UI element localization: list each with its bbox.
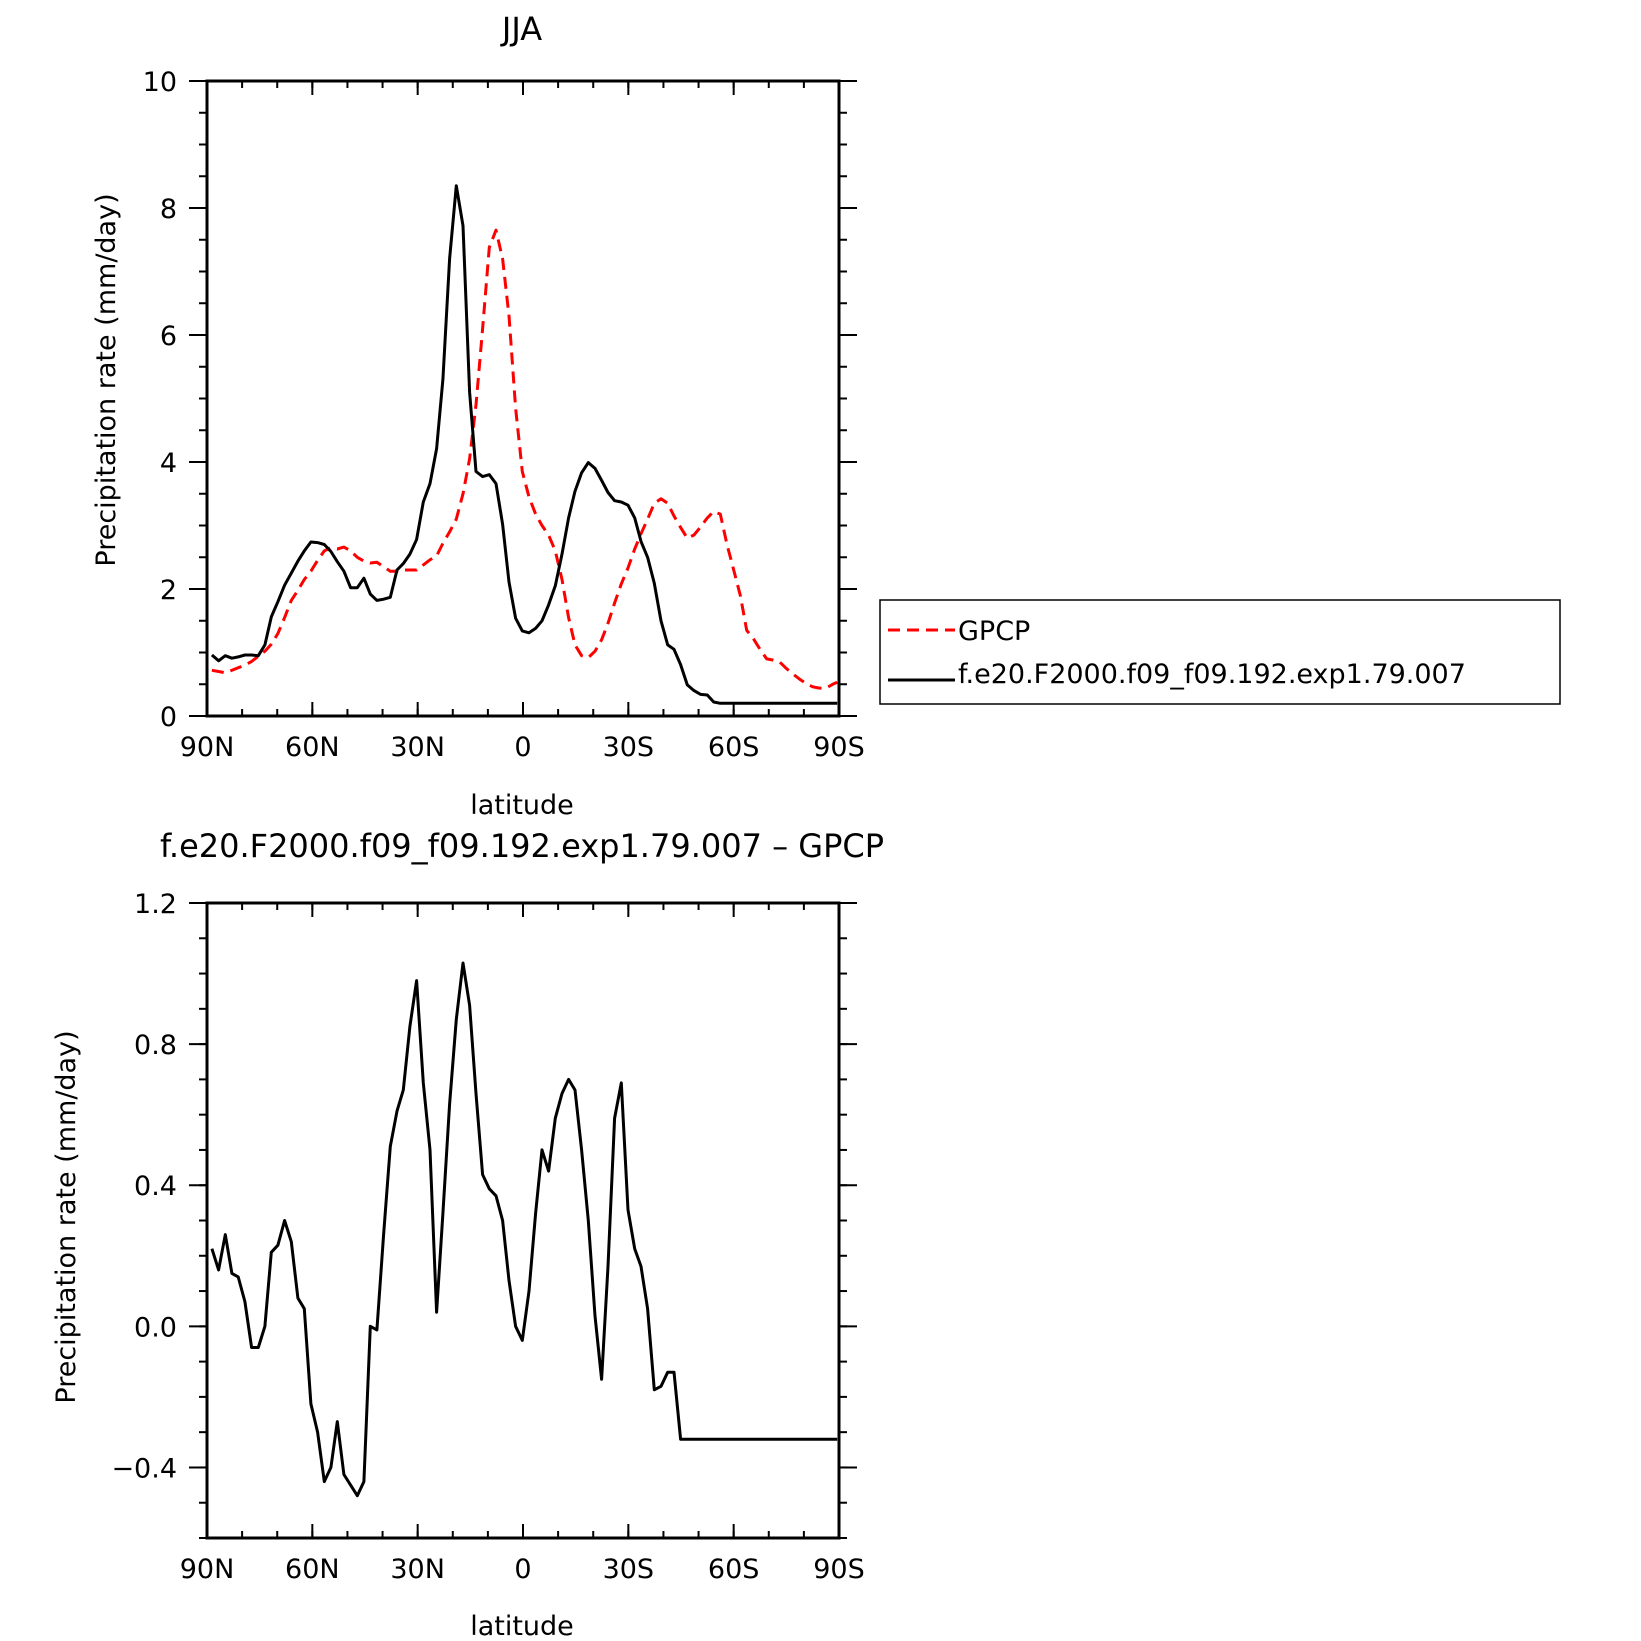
top-y-tick-label: 2 — [160, 575, 177, 606]
bottom-x-tick-label: 60S — [708, 1554, 760, 1585]
top-panel-ticks — [189, 80, 857, 717]
top-x-tick-label: 30S — [603, 732, 655, 763]
bottom-panel-tick-labels: 90N 60N 30N 0 30S 60S 90S −0.4 0.0 0.4 0.8 1.2 — [111, 889, 864, 1585]
bottom-x-tick-label: 90S — [813, 1554, 865, 1585]
bottom-x-tick-label: 60N — [285, 1554, 340, 1585]
bottom-panel-xlabel: latitude — [470, 1611, 574, 1641]
top-panel-title: JJA — [500, 10, 542, 48]
bottom-y-tick-label: 0.8 — [134, 1030, 177, 1061]
top-panel: JJA Precipitation rate (mm/day) latitude… — [91, 10, 865, 821]
bottom-y-tick-label: 1.2 — [134, 889, 177, 920]
top-y-tick-label: 6 — [160, 321, 177, 352]
legend: GPCP f.e20.F2000.f09_f09.192.exp1.79.007 — [879, 599, 1561, 705]
bottom-panel-ylabel: Precipitation rate (mm/day) — [51, 1030, 82, 1403]
bottom-panel: f.e20.F2000.f09_f09.192.exp1.79.007 – GP… — [51, 827, 884, 1641]
top-y-tick-label: 4 — [160, 448, 177, 479]
bottom-x-tick-label: 30N — [390, 1554, 445, 1585]
bottom-panel-ticks — [189, 902, 857, 1539]
top-y-tick-label: 10 — [143, 67, 177, 98]
top-panel-ylabel: Precipitation rate (mm/day) — [91, 193, 122, 566]
bottom-x-tick-label: 90N — [180, 1554, 235, 1585]
top-x-tick-label: 30N — [390, 732, 445, 763]
bottom-panel-title: f.e20.F2000.f09_f09.192.exp1.79.007 – GP… — [160, 827, 884, 865]
bottom-x-tick-label: 0 — [514, 1554, 531, 1585]
legend-label-gpcp: GPCP — [958, 616, 1030, 647]
top-y-tick-label: 0 — [160, 702, 177, 733]
bottom-y-tick-label: 0.4 — [134, 1171, 177, 1202]
top-panel-frame — [205, 79, 841, 718]
bottom-y-tick-label: −0.4 — [111, 1453, 177, 1484]
bottom-panel-frame — [205, 901, 841, 1540]
top-x-tick-label: 60S — [708, 732, 760, 763]
top-x-tick-label: 60N — [285, 732, 340, 763]
top-x-tick-label: 90S — [813, 732, 865, 763]
top-panel-xlabel: latitude — [470, 790, 574, 821]
top-series-line-0 — [211, 228, 838, 690]
bottom-x-tick-label: 30S — [603, 1554, 655, 1585]
top-panel-tick-labels: 90N 60N 30N 0 30S 60S 90S 0 2 4 6 8 10 — [143, 67, 865, 763]
top-x-tick-label: 90N — [180, 732, 235, 763]
top-y-tick-label: 8 — [160, 194, 177, 225]
legend-label-model: f.e20.F2000.f09_f09.192.exp1.79.007 — [958, 659, 1466, 690]
bottom-y-tick-label: 0.0 — [134, 1312, 177, 1343]
legend-box — [879, 599, 1561, 705]
top-x-tick-label: 0 — [514, 732, 531, 763]
top-series-line-1 — [210, 184, 838, 705]
bottom-series-line-0 — [210, 961, 838, 1498]
top-panel-series — [210, 184, 838, 705]
bottom-panel-series — [210, 961, 838, 1498]
